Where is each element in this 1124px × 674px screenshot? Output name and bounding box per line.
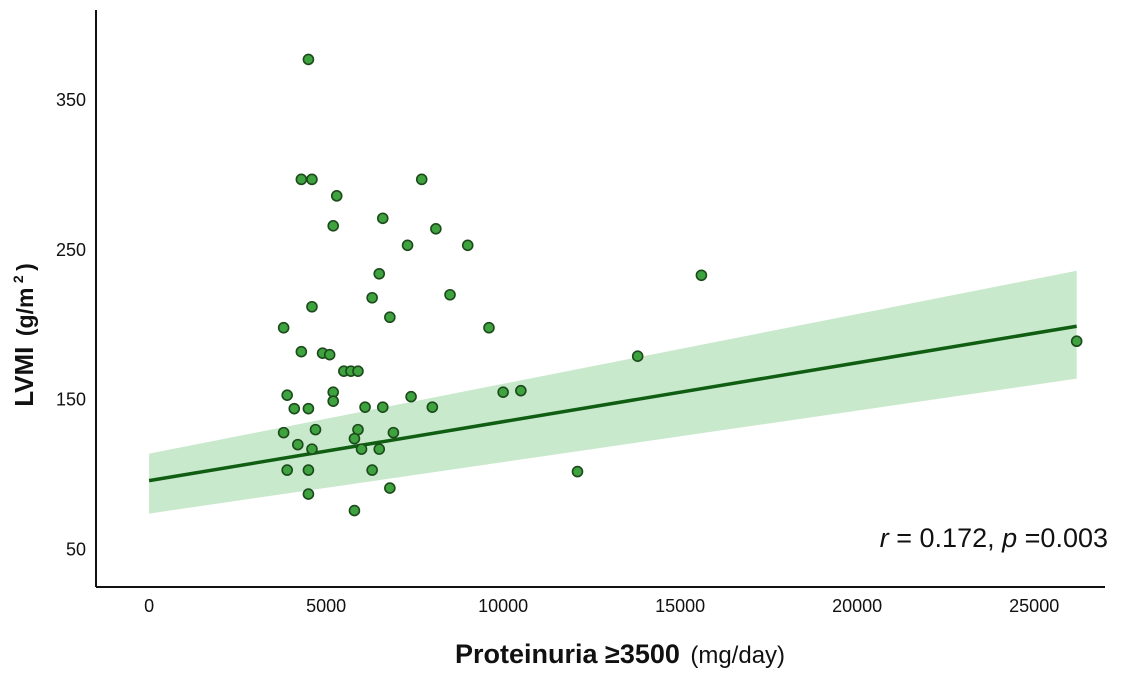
data-point bbox=[348, 504, 361, 517]
x-tick-label: 10000 bbox=[478, 596, 528, 616]
data-point bbox=[430, 223, 442, 235]
y-axis-title-superscript: 2 bbox=[10, 275, 26, 283]
data-point bbox=[384, 311, 396, 324]
correlation-annotation: r = 0.172, p =0.003 bbox=[880, 523, 1108, 553]
x-tick-label: 5000 bbox=[306, 596, 346, 616]
x-axis-title-unit: (mg/day) bbox=[690, 642, 785, 669]
data-point bbox=[295, 345, 308, 358]
data-point bbox=[352, 365, 364, 377]
data-point bbox=[302, 488, 315, 500]
x-tick-label: 15000 bbox=[655, 596, 705, 616]
y-tick-label: 150 bbox=[56, 390, 86, 410]
data-point bbox=[401, 239, 414, 252]
data-points-layer bbox=[277, 53, 1083, 517]
annotation-p-symbol: p bbox=[1001, 523, 1017, 553]
y-tick-labels: 50 150 250 350 bbox=[56, 90, 86, 560]
data-point bbox=[515, 384, 527, 397]
data-point bbox=[327, 395, 340, 407]
annotation-r-symbol: r bbox=[880, 523, 890, 553]
y-axis-title-unit-close: ) bbox=[12, 263, 38, 271]
data-point bbox=[415, 173, 428, 186]
data-point bbox=[323, 348, 336, 361]
data-point bbox=[359, 401, 371, 413]
data-point bbox=[288, 402, 301, 415]
data-point bbox=[295, 173, 308, 186]
x-tick-label: 25000 bbox=[1009, 596, 1059, 616]
data-point bbox=[306, 443, 318, 455]
data-point bbox=[366, 291, 378, 304]
data-point bbox=[376, 212, 389, 225]
x-axis-title-main: Proteinuria ≥3500 bbox=[455, 639, 680, 669]
y-tick-label: 350 bbox=[56, 90, 86, 110]
data-point bbox=[571, 465, 584, 478]
data-point bbox=[291, 438, 304, 451]
data-point bbox=[373, 443, 386, 455]
data-point bbox=[348, 432, 361, 445]
regression-line bbox=[148, 324, 1077, 483]
data-point bbox=[444, 288, 456, 301]
data-point bbox=[373, 267, 386, 280]
data-point bbox=[384, 482, 396, 494]
data-point bbox=[631, 350, 644, 363]
y-tick-label: 50 bbox=[66, 540, 86, 560]
x-tick-label: 20000 bbox=[832, 596, 882, 616]
data-point bbox=[277, 426, 290, 439]
data-point bbox=[387, 426, 400, 439]
data-point bbox=[309, 423, 322, 436]
data-point bbox=[405, 390, 417, 403]
data-point bbox=[366, 464, 378, 476]
annotation-r-value: = 0.172, bbox=[896, 523, 1002, 553]
y-axis-title-unit: (g/m bbox=[12, 288, 38, 337]
data-point bbox=[695, 269, 708, 282]
data-point bbox=[461, 239, 474, 252]
data-point bbox=[1070, 335, 1083, 348]
data-point bbox=[302, 402, 315, 415]
data-point bbox=[277, 321, 290, 334]
data-point bbox=[306, 300, 318, 313]
annotation-p-value: =0.003 bbox=[1025, 523, 1108, 553]
data-point bbox=[281, 464, 293, 476]
data-point bbox=[497, 386, 509, 398]
x-axis-title: Proteinuria ≥3500 (mg/day) bbox=[455, 639, 785, 669]
data-point bbox=[376, 401, 389, 413]
y-axis-title: LVMI (g/m 2 ) bbox=[9, 263, 39, 407]
y-axis-title-main: LVMI bbox=[9, 347, 39, 407]
x-tick-label: 0 bbox=[144, 596, 154, 616]
data-point bbox=[302, 464, 315, 476]
data-point bbox=[426, 401, 439, 413]
data-point bbox=[330, 190, 343, 202]
data-point bbox=[327, 220, 340, 232]
data-point bbox=[302, 53, 315, 66]
data-point bbox=[355, 443, 368, 455]
data-point bbox=[306, 173, 318, 186]
data-point bbox=[483, 321, 495, 334]
x-tick-labels: 0 5000 10000 15000 20000 25000 bbox=[144, 596, 1059, 616]
data-point bbox=[281, 389, 293, 401]
y-tick-label: 250 bbox=[56, 240, 86, 260]
regression-line-layer bbox=[148, 324, 1077, 483]
